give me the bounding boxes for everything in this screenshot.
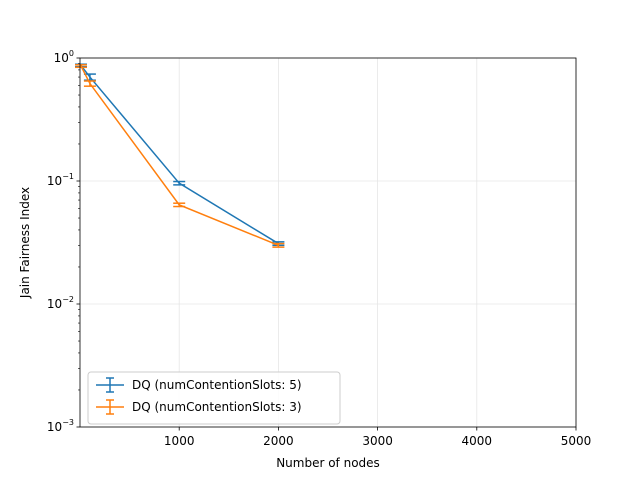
- y-tick-label-base: 10: [47, 174, 62, 188]
- plot-frame: [79, 57, 577, 428]
- series-layer: [74, 63, 285, 248]
- y-tick-label: 100: [54, 49, 74, 65]
- y-axis-label: Jain Fairness Index: [18, 187, 32, 299]
- legend-label: DQ (numContentionSlots: 5): [132, 378, 302, 392]
- x-axis-label: Number of nodes: [276, 456, 380, 470]
- y-tick-label: 10−1: [47, 172, 74, 188]
- legend-item: DQ (numContentionSlots: 3): [96, 399, 302, 415]
- y-tick-label: 10−2: [47, 295, 74, 311]
- x-tick-label: 3000: [362, 434, 393, 448]
- x-tick-label: 5000: [561, 434, 592, 448]
- legend-frame: [87, 371, 341, 425]
- y-tick-label-exponent: −3: [62, 418, 74, 427]
- y-tick-label-exponent: 0: [69, 49, 74, 58]
- y-tick-label: 10−3: [47, 418, 74, 434]
- legend-item: DQ (numContentionSlots: 5): [96, 377, 302, 393]
- series-line: [80, 64, 279, 245]
- legend-label: DQ (numContentionSlots: 3): [132, 400, 302, 414]
- y-tick-label-base: 10: [47, 420, 62, 434]
- x-tick-label: 1000: [164, 434, 195, 448]
- y-tick-label-base: 10: [47, 297, 62, 311]
- series-line: [80, 65, 279, 247]
- series-2: [74, 64, 285, 248]
- y-tick-label-base: 10: [54, 51, 69, 65]
- series-1: [74, 63, 285, 247]
- y-tick-label-exponent: −2: [62, 295, 74, 304]
- y-tick-label-exponent: −1: [62, 172, 74, 181]
- x-tick-label: 4000: [462, 434, 493, 448]
- legend: DQ (numContentionSlots: 5) DQ (numContent…: [87, 371, 341, 425]
- x-tick-label: 2000: [263, 434, 294, 448]
